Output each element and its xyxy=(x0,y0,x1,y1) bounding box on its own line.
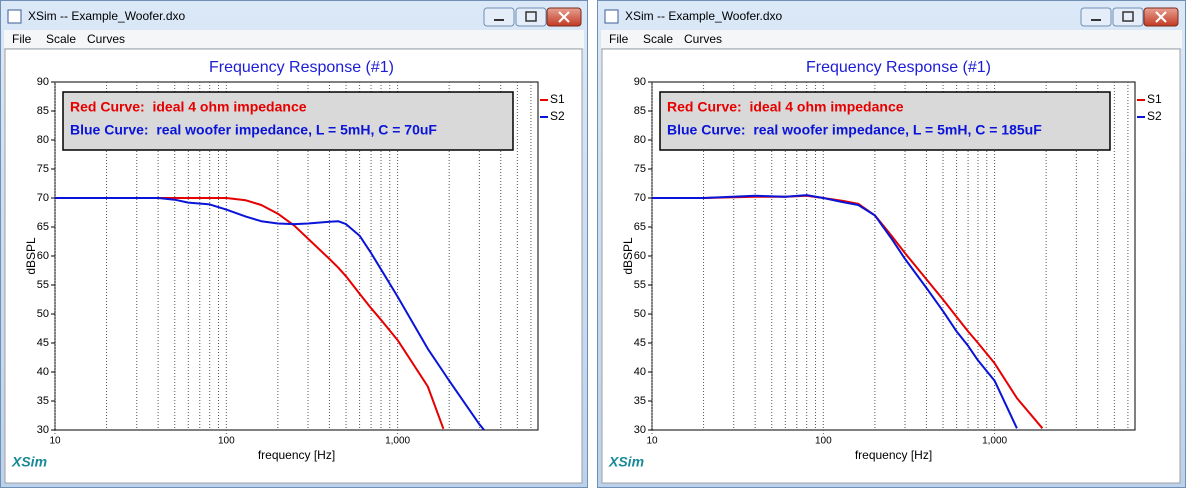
curve xyxy=(55,197,485,431)
y-tick-label: 65 xyxy=(37,221,49,233)
annotation: Red Curve: ideal 4 ohm impedance xyxy=(70,99,307,115)
menu-item[interactable]: Curves xyxy=(684,32,722,46)
y-tick-label: 30 xyxy=(37,424,49,436)
y-tick-label: 55 xyxy=(37,279,49,291)
window: XSim -- Example_Woofer.dxo File Scale Curve… xyxy=(0,0,588,488)
annotation: Blue Curve: real woofer impedance, L = 5… xyxy=(667,122,1042,138)
annotation: Red Curve: ideal 4 ohm impedance xyxy=(667,99,904,115)
menu-item[interactable]: Scale xyxy=(46,32,76,46)
y-tick-label: 80 xyxy=(37,134,49,146)
legend-label: S1 xyxy=(1147,92,1162,106)
y-tick-label: 80 xyxy=(634,134,646,146)
y-tick-label: 55 xyxy=(634,279,646,291)
y-tick-label: 70 xyxy=(634,192,646,204)
annotation-box xyxy=(659,91,1111,151)
y-tick-label: 50 xyxy=(37,308,49,320)
window-title: XSim -- Example_Woofer.dxo xyxy=(28,9,185,23)
x-tick-label: 1,000 xyxy=(385,436,410,447)
menu-item[interactable]: File xyxy=(609,32,629,46)
y-tick-label: 75 xyxy=(634,163,646,175)
y-tick-label: 90 xyxy=(37,76,49,88)
app-icon xyxy=(7,9,22,24)
y-tick-label: 85 xyxy=(634,105,646,117)
legend-label: S2 xyxy=(1147,109,1162,123)
y-tick-label: 40 xyxy=(37,366,49,378)
curve xyxy=(652,194,1018,429)
annotation: Blue Curve: real woofer impedance, L = 5… xyxy=(70,122,437,138)
close-glyph xyxy=(1155,11,1167,23)
logo: XSim xyxy=(608,454,644,470)
chart-title: Frequency Response (#1) xyxy=(209,59,394,76)
curve xyxy=(55,197,445,430)
y-tick-label: 35 xyxy=(634,395,646,407)
menu-item[interactable]: Scale xyxy=(643,32,673,46)
y-tick-label: 50 xyxy=(634,308,646,320)
y-tick-label: 70 xyxy=(37,192,49,204)
menu-bar xyxy=(601,30,1182,48)
y-tick-label: 90 xyxy=(634,76,646,88)
minimize-button[interactable] xyxy=(483,7,515,27)
minimize-button[interactable] xyxy=(1080,7,1112,27)
x-axis-label: frequency [Hz] xyxy=(855,448,932,462)
x-tick-label: 10 xyxy=(49,436,61,447)
y-tick-label: 45 xyxy=(634,337,646,349)
window-title: XSim -- Example_Woofer.dxo xyxy=(625,9,782,23)
x-tick-label: 100 xyxy=(218,436,235,447)
y-axis-label: dBSPL xyxy=(621,237,635,275)
app-icon xyxy=(604,9,619,24)
y-tick-label: 40 xyxy=(634,366,646,378)
chart-title: Frequency Response (#1) xyxy=(806,59,991,76)
menu-item[interactable]: Curves xyxy=(87,32,125,46)
x-tick-label: 10 xyxy=(646,436,658,447)
close-glyph xyxy=(558,11,570,23)
y-tick-label: 30 xyxy=(634,424,646,436)
menu-bar xyxy=(4,30,584,48)
y-tick-label: 60 xyxy=(37,250,49,262)
y-tick-label: 65 xyxy=(634,221,646,233)
maximize-glyph xyxy=(525,11,537,22)
y-tick-label: 75 xyxy=(37,163,49,175)
y-tick-label: 60 xyxy=(634,250,646,262)
y-tick-label: 45 xyxy=(37,337,49,349)
logo: XSim xyxy=(11,454,47,470)
legend-label: S1 xyxy=(550,92,565,106)
y-tick-label: 35 xyxy=(37,395,49,407)
x-axis-label: frequency [Hz] xyxy=(258,448,335,462)
y-tick-label: 85 xyxy=(37,105,49,117)
legend-label: S2 xyxy=(550,109,565,123)
x-tick-label: 100 xyxy=(815,436,832,447)
annotation-box xyxy=(62,91,514,151)
maximize-button[interactable] xyxy=(1112,7,1144,27)
x-tick-label: 1,000 xyxy=(982,436,1007,447)
maximize-button[interactable] xyxy=(515,7,547,27)
window: XSim -- Example_Woofer.dxo File Scale Curve… xyxy=(597,0,1186,488)
maximize-glyph xyxy=(1122,11,1134,22)
menu-item[interactable]: File xyxy=(12,32,32,46)
y-axis-label: dBSPL xyxy=(24,237,38,275)
